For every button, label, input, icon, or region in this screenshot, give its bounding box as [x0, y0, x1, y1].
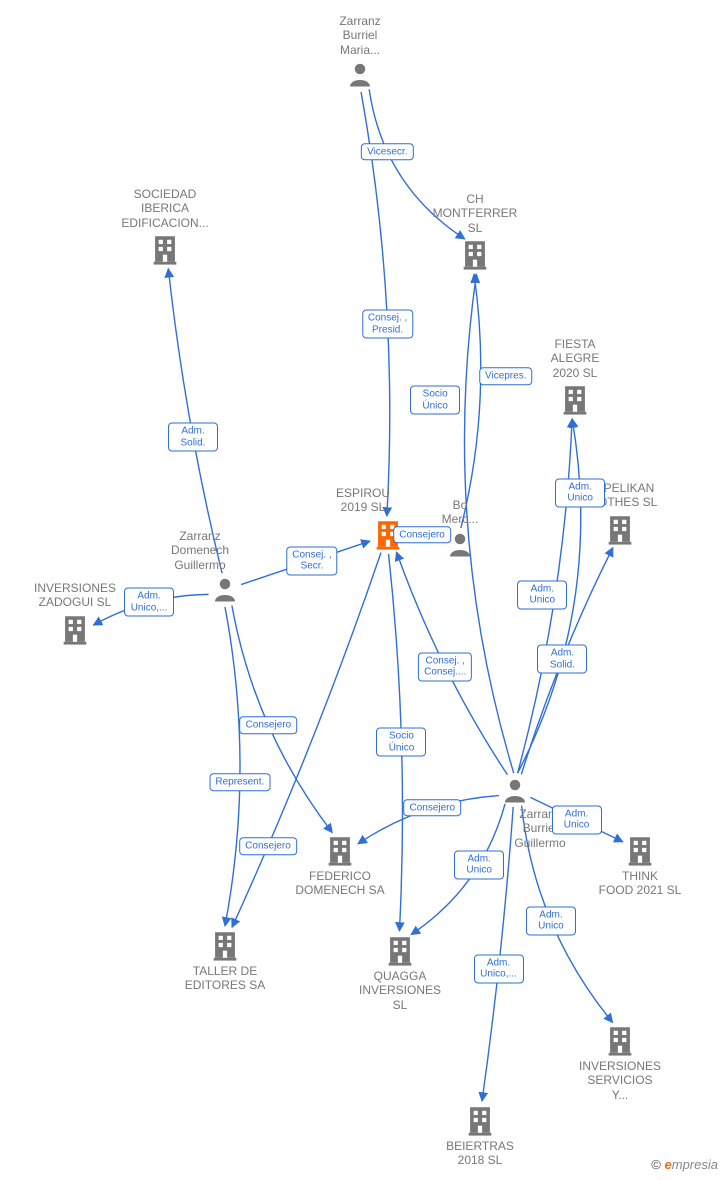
- company-node[interactable]: INVERSIONES SERVICIOS Y...: [560, 1023, 680, 1102]
- company-node[interactable]: FIESTA ALEGRE 2020 SL: [515, 337, 635, 416]
- edge-label: Vicesecr.: [361, 143, 413, 161]
- edge-label: Adm. Unico: [526, 906, 576, 935]
- edge-label: Adm. Unico: [555, 478, 605, 507]
- building-icon: [280, 833, 400, 867]
- brand-rest: mpresia: [672, 1157, 718, 1172]
- person-icon: [300, 59, 420, 89]
- person-icon: [455, 775, 575, 805]
- node-label: INVERSIONES ZADOGUI SL: [15, 581, 135, 610]
- node-label: BEIERTRAS 2018 SL: [420, 1139, 540, 1168]
- edge-label: Adm. Unico,...: [124, 588, 174, 617]
- edge-label: Consejero: [403, 799, 461, 817]
- node-label: FIESTA ALEGRE 2020 SL: [515, 337, 635, 380]
- edge: [225, 607, 240, 926]
- node-label: Bo Merc...: [400, 498, 520, 527]
- copyright-symbol: ©: [651, 1157, 661, 1172]
- node-label: INVERSIONES SERVICIOS Y...: [560, 1059, 680, 1102]
- node-label: TALLER DE EDITORES SA: [165, 964, 285, 993]
- node-label: CH MONTFERRER SL: [415, 192, 535, 235]
- edge-label: Consej. , Secr.: [286, 546, 337, 575]
- edge-label: Consej. , Presid.: [362, 310, 413, 339]
- edge-label: Adm. Unico: [454, 850, 504, 879]
- company-node[interactable]: THINK FOOD 2021 SL: [580, 833, 700, 898]
- edge-label: Adm. Unico: [517, 580, 567, 609]
- building-icon: [415, 237, 535, 271]
- company-node[interactable]: FEDERICO DOMENECH SA: [280, 833, 400, 898]
- company-node[interactable]: QUAGGA INVERSIONES SL: [340, 933, 460, 1012]
- building-icon: [420, 1103, 540, 1137]
- node-label: THINK FOOD 2021 SL: [580, 869, 700, 898]
- edge: [168, 269, 222, 574]
- building-icon: [15, 612, 135, 646]
- edge-label: Adm. Solid.: [537, 645, 587, 674]
- building-icon: [165, 928, 285, 962]
- company-node[interactable]: CH MONTFERRER SL: [415, 192, 535, 271]
- edge-label: Adm. Solid.: [168, 423, 218, 452]
- building-icon: [340, 933, 460, 967]
- node-label: QUAGGA INVERSIONES SL: [340, 969, 460, 1012]
- building-icon: [560, 1023, 680, 1057]
- company-node[interactable]: BEIERTRAS 2018 SL: [420, 1103, 540, 1168]
- edge-label: Consejero: [240, 716, 298, 734]
- node-label: FEDERICO DOMENECH SA: [280, 869, 400, 898]
- building-icon: [560, 512, 680, 546]
- person-node[interactable]: Zarranz Burriel Maria...: [300, 14, 420, 89]
- node-label: Zarranz Burriel Maria...: [300, 14, 420, 57]
- edge-label: Consejero: [393, 526, 451, 544]
- edge-label: Consejero: [239, 837, 297, 855]
- edge-label: Represent.: [209, 774, 270, 792]
- edge-label: Vicepres.: [479, 367, 533, 385]
- edge-label: Consej. , Consej....: [418, 652, 472, 681]
- edge: [461, 274, 481, 528]
- building-icon: [580, 833, 700, 867]
- company-node[interactable]: SOCIEDAD IBERICA EDIFICACION...: [105, 187, 225, 266]
- edge-label: Socio Único: [376, 728, 426, 757]
- edge-label: Socio Único: [410, 386, 460, 415]
- edge-label: Adm. Unico: [552, 805, 602, 834]
- edge-label: Adm. Unico,...: [474, 954, 524, 983]
- building-icon: [105, 232, 225, 266]
- node-label: SOCIEDAD IBERICA EDIFICACION...: [105, 187, 225, 230]
- watermark: © empresia: [651, 1157, 718, 1172]
- company-node[interactable]: INVERSIONES ZADOGUI SL: [15, 581, 135, 646]
- person-node[interactable]: Zarranz Domenech Guillermo: [165, 529, 285, 604]
- node-label: Zarranz Domenech Guillermo: [140, 529, 260, 572]
- building-icon: [515, 382, 635, 416]
- company-node[interactable]: TALLER DE EDITORES SA: [165, 928, 285, 993]
- brand-first-letter: e: [665, 1157, 672, 1172]
- person-icon: [165, 574, 285, 604]
